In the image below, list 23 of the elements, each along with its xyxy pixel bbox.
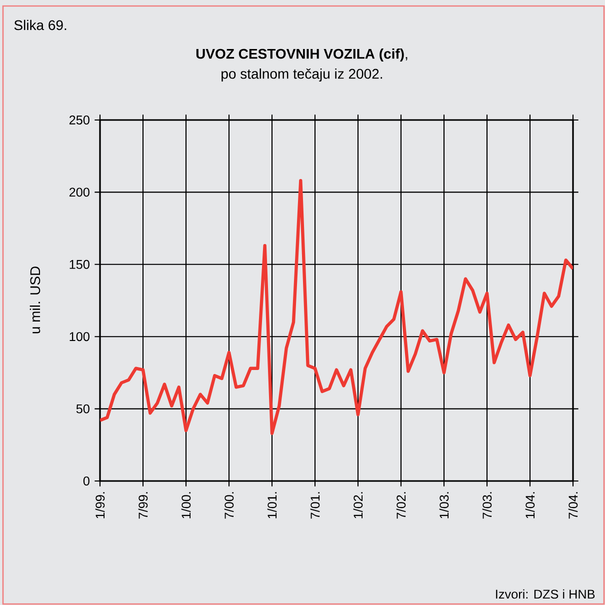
text: Izvori: DZS i HNB: [496, 589, 595, 599]
y-axis-title: u mil. USD: [30, 266, 40, 334]
y-tick-label: 250: [69, 116, 90, 124]
x-tick-label: 7/04.: [568, 492, 578, 519]
y-tick-label: 100: [70, 332, 90, 342]
x-tick-label: 1/03.: [439, 492, 449, 518]
y-tick-label: 150: [70, 260, 90, 269]
x-tick-label: 1/01.: [267, 492, 277, 518]
x-tick-label: 7/01.: [310, 492, 320, 519]
chart-title: UVOZ CESTOVNIH VOZILA (cif),: [196, 48, 408, 62]
x-tick-label: 7/00.: [224, 492, 234, 519]
text: Slika 69.: [14, 20, 66, 30]
x-tick-label: 1/04.: [525, 492, 535, 518]
x-tick-label: 7/03.: [482, 492, 492, 519]
x-tick-label: 1/00.: [181, 492, 191, 518]
y-tick-label: 50: [76, 404, 90, 414]
x-tick-label: 7/02.: [396, 492, 406, 519]
y-tick-label: 200: [69, 188, 90, 197]
chart-subtitle: po stalnom tečaju iz 2002.: [222, 68, 382, 82]
y-tick-label: 0: [83, 476, 90, 486]
x-tick-label: 1/99.: [95, 492, 105, 518]
x-tick-label: 7/99.: [138, 492, 148, 519]
x-tick-label: 1/02.: [353, 492, 363, 518]
